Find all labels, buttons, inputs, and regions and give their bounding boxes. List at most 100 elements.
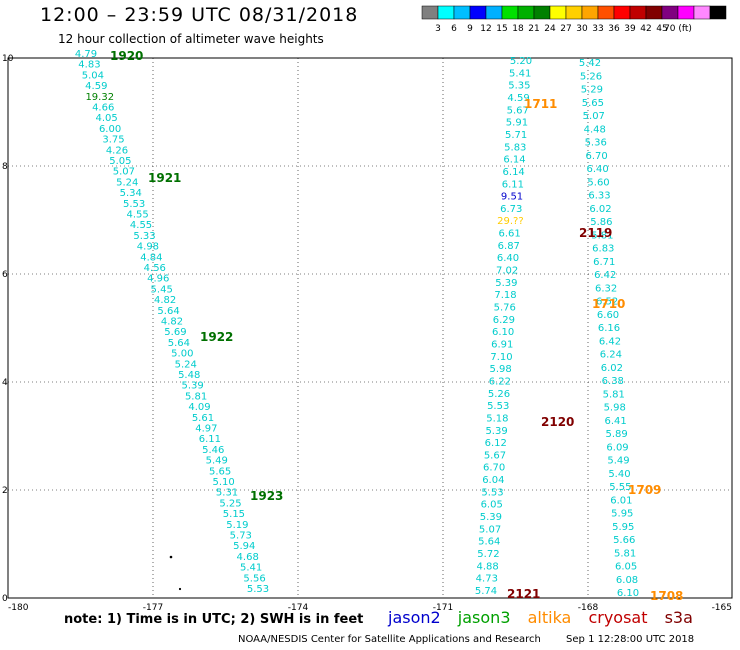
swh-value: 4.82 — [154, 295, 176, 306]
swh-value: 6.11 — [502, 179, 524, 190]
swh-value: 5.53 — [481, 487, 503, 498]
lat-tick-label: 4 — [2, 378, 8, 388]
swh-value: 6.05 — [615, 562, 637, 573]
swh-value: 5.39 — [495, 278, 517, 289]
swh-value: 5.81 — [185, 391, 207, 402]
scale-label: 36 — [608, 24, 620, 34]
swh-value: 6.09 — [606, 442, 628, 453]
map-subtitle: 12 hour collection of altimeter wave hei… — [58, 32, 324, 46]
scale-label: 18 — [512, 24, 524, 34]
map-title: 12:00 – 23:59 UTC 08/31/2018 — [40, 4, 359, 26]
swh-value: 5.69 — [164, 327, 186, 338]
swh-value: 5.81 — [591, 230, 613, 241]
pass-label: 2120 — [541, 415, 574, 429]
swh-value: 5.42 — [579, 58, 601, 69]
swh-value: 5.39 — [480, 512, 502, 523]
swh-value: 5.24 — [116, 177, 138, 188]
swh-value: 4.83 — [78, 60, 100, 71]
swh-value: 5.10 — [212, 477, 234, 488]
lon-tick-label: -168 — [578, 603, 599, 613]
swh-value: 5.49 — [607, 456, 629, 467]
swh-value: 7.18 — [494, 290, 516, 301]
swh-value: 6.32 — [595, 283, 617, 294]
swh-value: 4.97 — [195, 424, 217, 435]
pass-label: 1920 — [110, 49, 143, 63]
swh-value: 6.87 — [498, 241, 520, 252]
lon-tick-label: -180 — [8, 603, 29, 613]
swh-value: 4.66 — [92, 103, 114, 114]
swh-value: 7.10 — [490, 352, 512, 363]
swh-value: 6.91 — [491, 339, 513, 350]
pass-label: 2121 — [507, 587, 540, 601]
lat-tick-label: 2 — [2, 486, 8, 496]
swh-value: 5.95 — [611, 509, 633, 520]
swh-value: 6.24 — [600, 350, 622, 361]
scale-label: 42 — [640, 24, 651, 34]
swh-value: 6.10 — [492, 327, 514, 338]
swh-value: 5.98 — [604, 403, 626, 414]
swh-value: 5.64 — [157, 306, 179, 317]
swh-value: 6.40 — [586, 164, 608, 175]
legend-altika: altika — [527, 608, 572, 627]
swh-value: 5.05 — [109, 156, 131, 167]
swh-value: 5.74 — [475, 586, 497, 597]
swh-value: 5.86 — [590, 217, 612, 228]
lon-tick-label: -177 — [143, 603, 163, 613]
swh-value: 4.55 — [130, 220, 152, 231]
swh-value: 5.24 — [175, 359, 197, 370]
swh-value: 5.19 — [226, 520, 248, 531]
legend-cryosat: cryosat — [588, 608, 648, 627]
swh-value: 5.40 — [608, 469, 630, 480]
legend-jason3: jason3 — [457, 608, 511, 627]
swh-value: 5.33 — [133, 231, 155, 242]
swh-value: 5.39 — [182, 381, 204, 392]
swh-value: 6.42 — [599, 336, 621, 347]
scale-label: 39 — [624, 24, 636, 34]
swh-value: 5.25 — [219, 498, 241, 509]
swh-value: 5.18 — [486, 413, 508, 424]
swh-value: 6.10 — [617, 588, 639, 599]
swh-value: 6.38 — [602, 376, 624, 387]
scale-label: 6 — [451, 24, 457, 34]
swh-value: 6.70 — [483, 463, 505, 474]
lon-tick-label: -165 — [712, 603, 732, 613]
swh-value: 7.02 — [496, 266, 518, 277]
swh-value: 5.56 — [243, 573, 265, 584]
swh-value: 5.71 — [505, 130, 527, 141]
swh-value: 6.83 — [592, 244, 614, 255]
swh-value: 5.41 — [240, 563, 262, 574]
swh-value: 6.70 — [586, 151, 608, 162]
swh-value: 6.02 — [589, 204, 611, 215]
swh-value: 5.66 — [613, 535, 635, 546]
footer: NOAA/NESDIS Center for Satellite Applica… — [238, 634, 716, 645]
swh-value: 6.08 — [616, 575, 638, 586]
swh-value: 19.32 — [85, 92, 114, 103]
swh-value: 5.07 — [583, 111, 605, 122]
swh-value: 5.29 — [581, 85, 603, 96]
swh-value: 5.91 — [506, 118, 528, 129]
swh-value: 6.60 — [597, 310, 619, 321]
swh-value: 6.11 — [199, 434, 221, 445]
swh-value: 6.14 — [503, 155, 525, 166]
lon-tick-label: -171 — [433, 603, 453, 613]
swh-value: 6.40 — [497, 253, 519, 264]
lat-tick-label: 10 — [2, 54, 14, 64]
swh-value: 5.81 — [603, 389, 625, 400]
swh-value: 5.65 — [209, 466, 231, 477]
swh-value: 5.95 — [612, 522, 634, 533]
pass-label: 1709 — [628, 483, 661, 497]
swh-value: 6.05 — [481, 500, 503, 511]
pass-label: 1710 — [592, 297, 625, 311]
swh-value: 5.48 — [178, 370, 200, 381]
swh-value: 6.01 — [610, 495, 632, 506]
scale-label: 70 (ft) — [664, 24, 692, 34]
lat-tick-label: 6 — [2, 270, 8, 280]
data-dot — [169, 555, 173, 559]
swh-value: 4.98 — [137, 242, 159, 253]
swh-value: 5.07 — [113, 167, 135, 178]
units-note: note: 1) Time is in UTC; 2) SWH is in fe… — [64, 612, 364, 627]
pass-label: 1711 — [524, 97, 557, 111]
swh-value: 6.41 — [605, 416, 627, 427]
pass-label: 1921 — [148, 171, 181, 185]
